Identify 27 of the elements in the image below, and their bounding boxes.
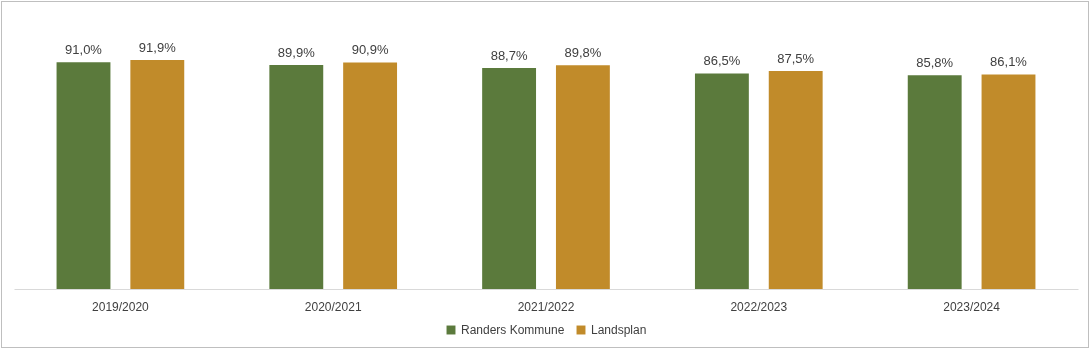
x-tick-label: 2022/2023 — [730, 299, 788, 314]
data-label: 86,5% — [703, 53, 741, 69]
legend-label: Randers Kommune — [461, 323, 565, 337]
x-tick-label: 2021/2022 — [517, 299, 575, 314]
x-tick-label: 2020/2021 — [304, 299, 362, 314]
bar — [907, 75, 962, 289]
data-label: 89,9% — [277, 44, 316, 60]
bar — [768, 70, 823, 289]
data-label: 85,8% — [916, 55, 954, 71]
x-tick-label: 2019/2020 — [92, 299, 150, 314]
bar — [555, 65, 610, 289]
data-label: 89,8% — [564, 45, 602, 61]
data-label: 90,9% — [351, 42, 389, 58]
bar — [130, 60, 185, 289]
bar — [482, 67, 537, 289]
x-tick-label: 2023/2024 — [943, 299, 1001, 314]
bar — [56, 62, 111, 289]
data-label: 91,0% — [65, 42, 103, 58]
data-label: 91,9% — [138, 40, 177, 55]
bar — [694, 73, 749, 289]
bar — [981, 74, 1036, 289]
data-label: 86,1% — [990, 54, 1028, 70]
data-label: 87,5% — [777, 50, 815, 66]
bar — [269, 64, 324, 289]
bar — [343, 62, 398, 289]
data-label: 88,7% — [490, 47, 528, 63]
legend-label: Landsplan — [591, 323, 647, 337]
